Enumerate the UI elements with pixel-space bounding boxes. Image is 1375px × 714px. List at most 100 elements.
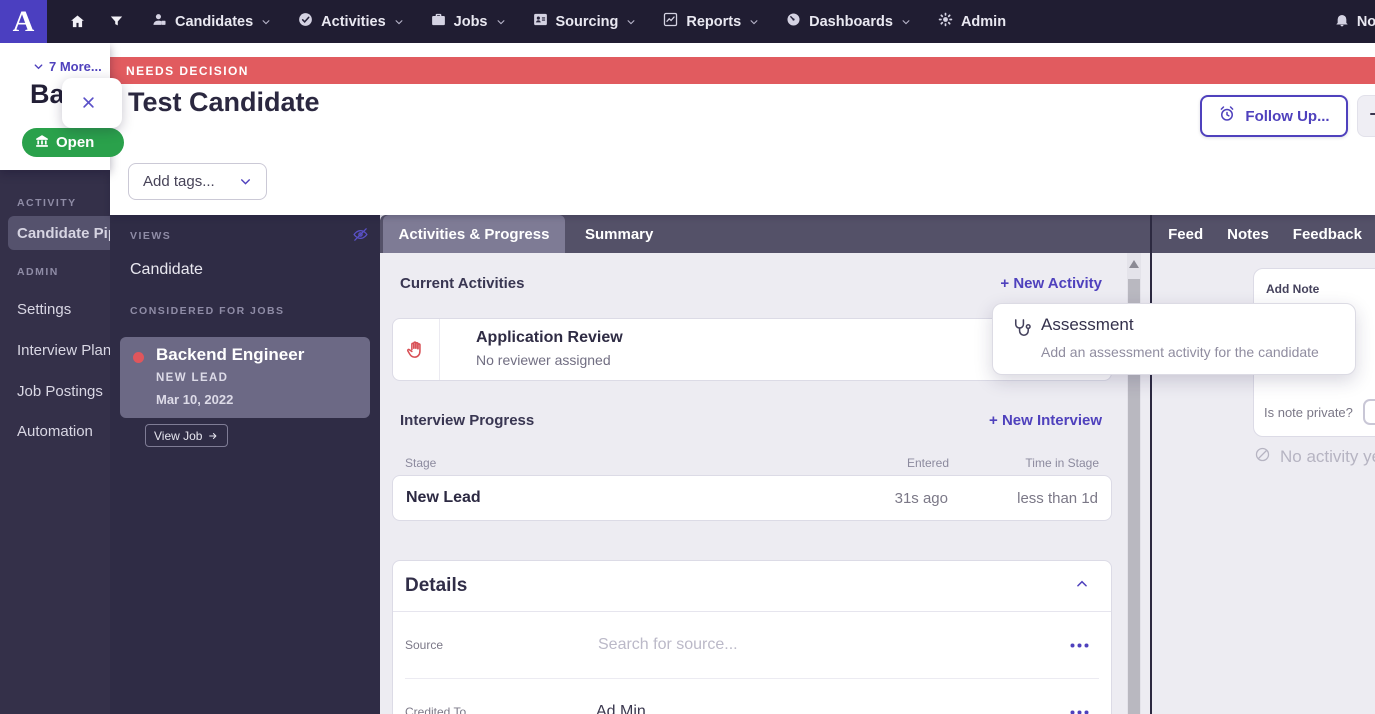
field-label-credited-to: Credited To <box>405 705 467 714</box>
notifications-label: Not <box>1356 13 1375 30</box>
open-status-label: Open <box>56 134 95 151</box>
follow-up-label: Follow Up... <box>1245 107 1330 125</box>
tab-activities-progress[interactable]: Activities & Progress <box>383 215 565 253</box>
circle-slash-icon <box>1254 446 1271 468</box>
overflow-menu-icon[interactable] <box>1070 643 1089 648</box>
nav-dashboards[interactable]: Dashboards <box>785 11 911 32</box>
activity-subtitle: No reviewer assigned <box>476 352 611 368</box>
menu-item-title: Assessment <box>1041 315 1134 334</box>
empty-activity-state: No activity ye <box>1254 446 1375 468</box>
follow-up-button[interactable]: Follow Up... <box>1200 95 1348 137</box>
sidebar-item-settings[interactable]: Settings <box>17 301 72 318</box>
nav-sourcing[interactable]: Sourcing <box>532 11 637 32</box>
new-interview-button[interactable]: + New Interview <box>989 412 1102 429</box>
briefcase-icon <box>430 11 447 32</box>
more-jobs-label: 7 More... <box>49 59 102 74</box>
job-card-backend-engineer[interactable]: Backend Engineer NEW LEAD Mar 10, 2022 <box>120 337 370 418</box>
scrollbar-thumb[interactable] <box>1128 279 1140 714</box>
activity-title: Application Review <box>476 329 623 346</box>
tab-notes[interactable]: Notes <box>1227 225 1269 243</box>
nav-label: Candidates <box>175 13 254 30</box>
view-job-button[interactable]: View Job <box>145 424 229 447</box>
candidate-header: NEEDS DECISION Test Candidate Follow Up.… <box>110 43 1375 215</box>
contact-card-icon <box>532 11 549 32</box>
arrow-right-icon <box>209 432 217 439</box>
tab-feed[interactable]: Feed <box>1168 225 1204 243</box>
chevron-down-icon <box>902 19 910 24</box>
open-status-button[interactable]: Open <box>22 128 124 157</box>
credited-to-value[interactable]: Ad Min <box>596 703 646 714</box>
scroll-up-arrow[interactable] <box>1129 260 1139 268</box>
nav-jobs[interactable]: Jobs <box>430 11 506 32</box>
stage-table-header: Stage Entered Time in Stage <box>392 456 1112 470</box>
chevron-up-icon[interactable] <box>1075 577 1089 596</box>
merge-icon <box>1368 107 1375 125</box>
chevron-down-icon <box>241 179 250 185</box>
top-nav: A Candidates Activities Jobs Sourcing <box>0 0 1375 43</box>
job-panel: VIEWS Candidate CONSIDERED FOR JOBS Back… <box>110 215 380 714</box>
user-badge-icon <box>151 11 168 32</box>
panel-divider <box>1150 215 1152 714</box>
column-stage: Stage <box>405 456 437 470</box>
nav-label: Jobs <box>453 13 488 30</box>
tab-summary[interactable]: Summary <box>585 225 654 243</box>
sidebar-item-interview-plan[interactable]: Interview Plan <box>17 342 110 359</box>
close-icon[interactable] <box>81 95 96 115</box>
new-activity-menu-assessment[interactable]: Assessment Add an assessment activity fo… <box>992 303 1356 375</box>
overflow-menu-icon[interactable] <box>1070 710 1089 714</box>
chevron-down-icon <box>627 19 635 24</box>
note-private-row: Is note private? <box>1264 399 1375 425</box>
new-activity-button[interactable]: + New Activity <box>1000 275 1102 292</box>
add-tags-label: Add tags... <box>143 173 215 190</box>
menu-item-description: Add an assessment activity for the candi… <box>1041 344 1319 360</box>
nav-label: Reports <box>686 13 742 30</box>
stage-entered: 31s ago <box>894 489 948 507</box>
eye-slash-icon[interactable] <box>352 226 369 248</box>
stage-table-row[interactable]: New Lead 31s ago less than 1d <box>392 475 1112 521</box>
line-chart-icon <box>662 11 679 32</box>
stage-name: New Lead <box>406 489 481 506</box>
field-label-source: Source <box>405 638 444 652</box>
nav-notifications[interactable]: Not <box>1334 0 1375 43</box>
home-icon[interactable] <box>69 13 86 30</box>
sidebar-heading-admin: ADMIN <box>17 266 59 278</box>
details-card: Details Source Credited To Ad Min <box>392 560 1112 714</box>
filter-icon[interactable] <box>108 13 125 30</box>
alarm-clock-icon <box>1218 105 1236 127</box>
add-note-heading: Add Note <box>1266 282 1320 296</box>
app-sidebar: ACTIVITY Candidate Pip ADMIN Settings In… <box>0 170 110 714</box>
chevron-down-icon <box>750 19 758 24</box>
bell-icon <box>1334 12 1350 32</box>
more-jobs-link[interactable]: 7 More... <box>33 59 102 74</box>
chevron-down-icon <box>497 19 504 24</box>
nav-label: Activities <box>321 13 386 30</box>
sidebar-item-candidate-pipeline[interactable]: Candidate Pip <box>8 216 110 250</box>
note-private-checkbox[interactable] <box>1362 399 1375 425</box>
nav-candidates[interactable]: Candidates <box>151 11 271 32</box>
sidebar-heading-activity: ACTIVITY <box>17 197 77 209</box>
view-item-candidate[interactable]: Candidate <box>130 261 203 278</box>
details-row-source: Source <box>393 612 1111 678</box>
app-logo[interactable]: A <box>0 0 47 43</box>
sidebar-item-automation[interactable]: Automation <box>17 423 93 440</box>
view-job-label: View Job <box>154 428 203 443</box>
chevron-down-icon <box>395 19 403 24</box>
nav-admin[interactable]: Admin <box>937 11 1006 32</box>
job-title: Backend Engineer <box>156 345 305 364</box>
source-search-input[interactable] <box>596 635 1070 655</box>
needs-decision-banner: NEEDS DECISION <box>110 57 1375 84</box>
nav-label: Dashboards <box>809 13 893 30</box>
tab-feedback[interactable]: Feedback <box>1292 225 1362 243</box>
candidate-drawer-header: 7 More... Ba Open <box>0 43 124 170</box>
sidebar-item-job-postings[interactable]: Job Postings <box>17 383 103 400</box>
nav-activities[interactable]: Activities <box>297 11 403 32</box>
job-date: Mar 10, 2022 <box>156 392 234 407</box>
job-stage: NEW LEAD <box>156 372 229 384</box>
nav-reports[interactable]: Reports <box>662 11 759 32</box>
add-tags-select[interactable]: Add tags... <box>128 163 267 200</box>
column-time-in-stage: Time in Stage <box>1025 456 1099 470</box>
gauge-icon <box>785 11 802 32</box>
check-circle-icon <box>297 11 314 32</box>
more-actions-button[interactable] <box>1357 95 1375 137</box>
